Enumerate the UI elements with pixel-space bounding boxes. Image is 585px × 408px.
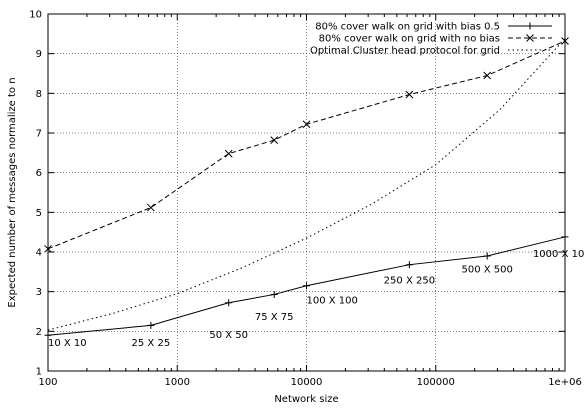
series-1: [44, 233, 569, 339]
data-point: [270, 290, 278, 298]
data-point: [526, 34, 534, 42]
grid: [48, 14, 565, 371]
data-point: [44, 244, 52, 253]
point-annotation: 10 X 10: [48, 338, 87, 349]
data-point: [483, 71, 492, 80]
x-axis-title: Network size: [274, 394, 338, 405]
series-2: [44, 37, 569, 253]
point-annotation: 75 X 75: [255, 312, 294, 323]
y-tick-label: 5: [36, 208, 42, 219]
series-line: [47, 40, 566, 250]
legend-label: Optimal Cluster head protocol for grid: [310, 46, 500, 57]
y-tick-label: 1: [36, 367, 42, 378]
x-tick-label: 1e+06: [548, 377, 582, 388]
x-tick-label: 1000: [165, 377, 190, 388]
y-tick-label: 8: [36, 89, 42, 100]
point-annotation: 250 X 250: [384, 276, 435, 287]
data-point: [270, 136, 279, 144]
series-line: [47, 236, 566, 336]
data-point: [483, 252, 491, 260]
y-tick-label: 3: [36, 287, 42, 298]
legend: 80% cover walk on grid with bias 0.580% …: [310, 22, 552, 57]
x-tick-label: 10000: [291, 377, 323, 388]
data-point: [224, 149, 233, 158]
data-point: [303, 282, 310, 290]
data-point: [526, 22, 534, 30]
point-annotation: 100 X 100: [307, 296, 358, 307]
series-3: [47, 38, 566, 331]
data-point: [561, 37, 569, 45]
point-annotation: 1000 X 1000: [533, 249, 585, 260]
point-annotation: 500 X 500: [461, 265, 512, 276]
y-tick-label: 7: [36, 129, 42, 140]
point-annotation: 25 X 25: [132, 338, 171, 349]
y-tick-label: 4: [36, 248, 42, 259]
x-tick-label: 100000: [417, 377, 455, 388]
y-tick-label: 2: [36, 327, 42, 338]
data-point: [147, 321, 155, 329]
y-tick-label: 9: [36, 49, 42, 60]
annotations: 10 X 10 25 X 25 50 X 50 75 X 75 100 X 100 250…: [48, 249, 585, 349]
y-tick-label: 6: [36, 168, 42, 179]
point-annotation: 50 X 50: [209, 330, 248, 341]
y-tick-label: 10: [29, 10, 42, 21]
data-point: [561, 233, 569, 241]
data-point: [147, 203, 155, 212]
series-line: [47, 38, 566, 331]
legend-label: 80% cover walk on grid with no bias: [319, 34, 500, 45]
legend-label: 80% cover walk on grid with bias 0.5: [315, 22, 500, 33]
y-axis-title: Expected number of messages normalize to…: [7, 77, 18, 307]
data-point: [405, 261, 413, 269]
x-tick-label: 100: [38, 377, 57, 388]
data-point: [302, 120, 311, 129]
data-point: [225, 299, 233, 307]
axes: 100 1000 10000 100000 1e+06 1 2 3 4 5 6 7 8 9 10: [29, 10, 582, 389]
series-group: [44, 37, 569, 339]
data-point: [405, 90, 414, 99]
data-point: [44, 331, 52, 339]
